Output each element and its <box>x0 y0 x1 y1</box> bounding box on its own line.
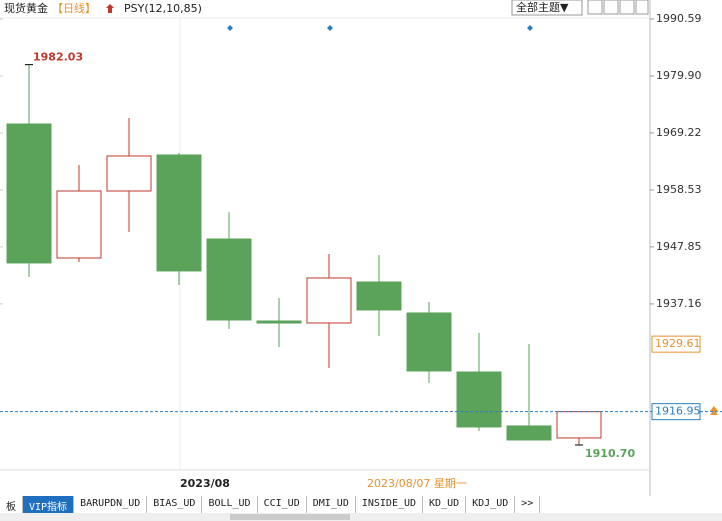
y-tick-label: 1990.59 <box>656 12 702 25</box>
low-label: 1910.70 <box>585 447 635 460</box>
indicator: PSY(12,10,85) <box>124 2 202 15</box>
candle-body <box>56 190 102 259</box>
indicator-tab[interactable]: INSIDE_UD <box>356 496 424 513</box>
candle-body <box>556 411 602 439</box>
indicator-tab[interactable]: CCI_UD <box>258 496 307 513</box>
tab-bar: 板 VIP指标 BARUPDN_UD BIAS_UD BOLL_UD CCI_UD DMI_… <box>0 496 541 513</box>
y-tick-label: 1969.22 <box>656 126 702 139</box>
candle-body <box>156 154 202 272</box>
price-label-box <box>651 403 701 421</box>
indicator-icon <box>106 4 114 13</box>
indicator-tab[interactable]: BARUPDN_UD <box>74 496 148 513</box>
candle-body <box>106 155 152 192</box>
indicator-tab[interactable]: BOLL_UD <box>202 496 258 513</box>
tool-button[interactable] <box>619 0 635 15</box>
indicator-tab[interactable]: BIAS_UD <box>147 496 203 513</box>
indicator-tab[interactable]: VIP指标 <box>23 496 75 513</box>
candle-body <box>306 277 352 324</box>
symbol-title: 现货黄金 <box>4 1 48 15</box>
scroll-thumb[interactable] <box>230 514 350 520</box>
scrollbar[interactable] <box>0 513 722 521</box>
price-label: 1916.95 <box>655 405 701 418</box>
x-label: 2023/08 <box>180 477 230 490</box>
price-label-box <box>651 335 701 353</box>
tool-button[interactable] <box>635 0 649 15</box>
chart: 现货黄金 【日线】 PSY(12,10,85) 全部主题▼ 2023/08 20… <box>0 0 722 496</box>
high-label: 1982.03 <box>33 51 83 64</box>
candle-body <box>356 281 402 311</box>
indicator-tab[interactable]: 板 <box>0 496 23 513</box>
candle-body <box>256 320 302 324</box>
candle-body <box>506 425 552 441</box>
indicator-tab[interactable]: KD_UD <box>423 496 467 513</box>
candle-body <box>206 238 252 321</box>
tool-button[interactable] <box>587 0 603 15</box>
cursor-date: 2023/08/07 星期一 <box>367 477 467 490</box>
theme-button-label[interactable]: 全部主题▼ <box>516 0 569 14</box>
candle-body <box>6 123 52 264</box>
background <box>0 0 722 496</box>
indicator-tab[interactable]: DMI_UD <box>307 496 356 513</box>
y-tick-label: 1947.85 <box>656 240 702 253</box>
indicator-tab[interactable]: KDJ_UD <box>466 496 516 513</box>
tool-button[interactable] <box>603 0 619 15</box>
theme-button[interactable] <box>511 0 583 16</box>
candle-body <box>456 371 502 428</box>
price-label: 1929.61 <box>655 337 701 350</box>
price-arrow <box>710 406 718 415</box>
y-tick-label: 1958.53 <box>656 183 702 196</box>
period: 【日线】 <box>52 1 96 15</box>
y-tick-label: 1937.16 <box>656 297 702 310</box>
y-tick-label: 1979.90 <box>656 69 702 82</box>
candle-body <box>406 312 452 372</box>
indicator-tab[interactable]: >> <box>515 496 541 513</box>
